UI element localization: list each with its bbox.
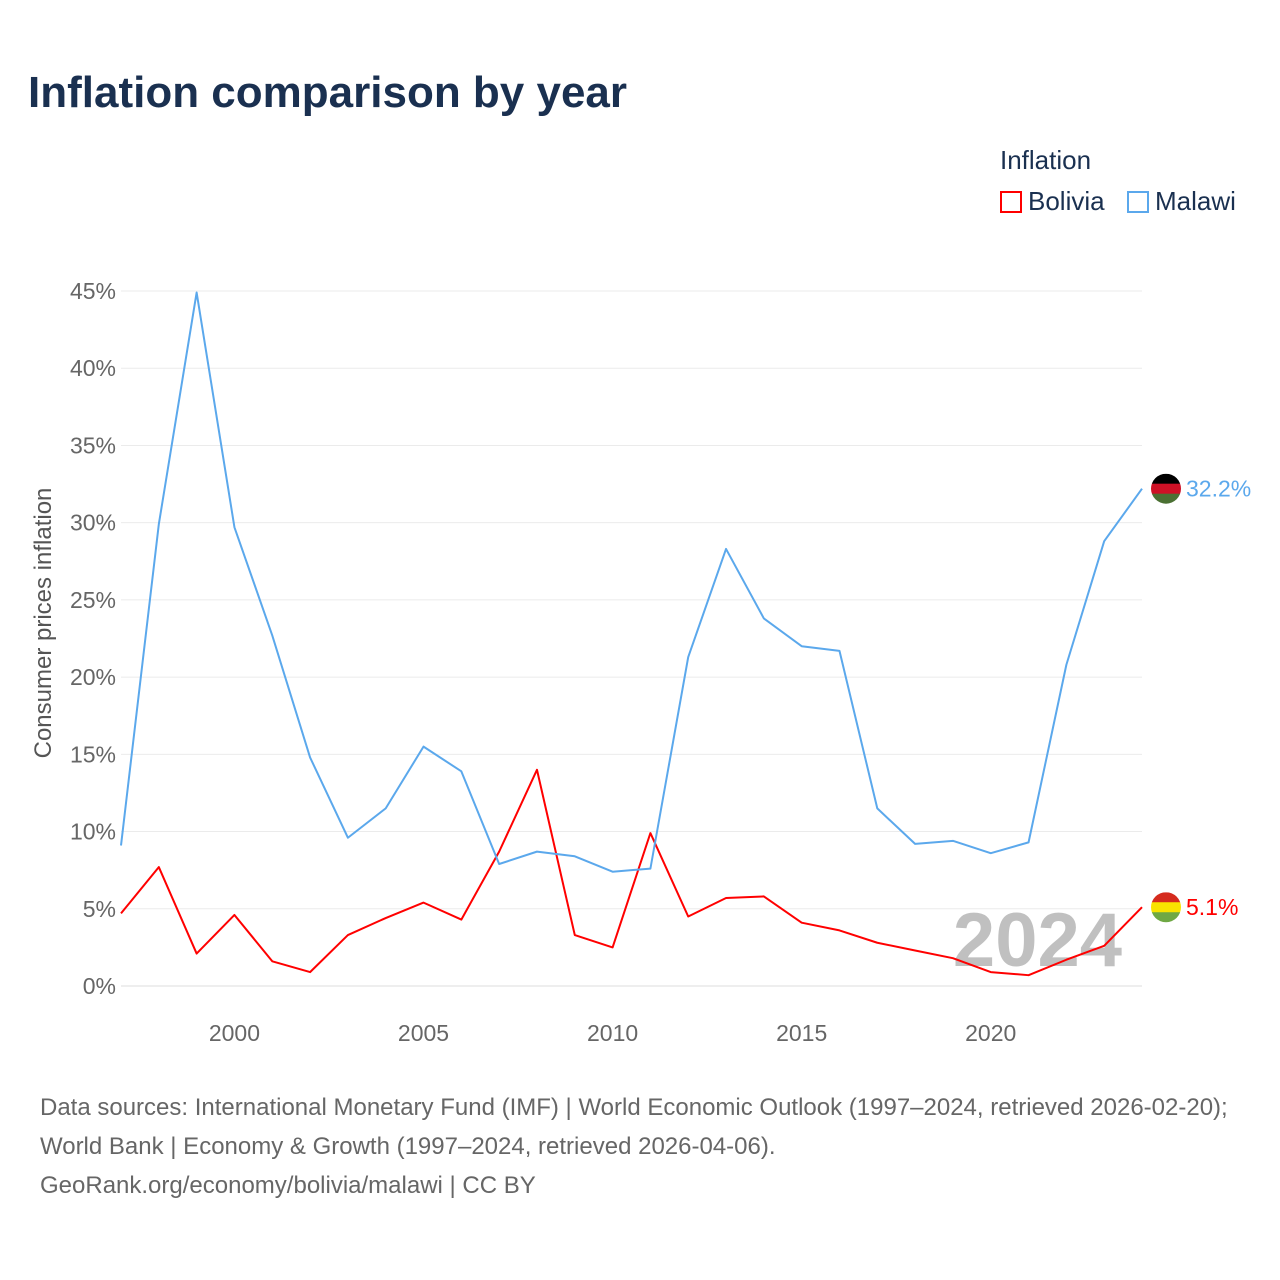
flag-icon-bolivia (1151, 892, 1181, 923)
source-note: Data sources: International Monetary Fun… (40, 1088, 1250, 1205)
flag-stripe (1151, 493, 1181, 504)
line-chart: 0% 5% 10% 15% 20% 25% 30% 35% 40% 45% 2000 2005 2010… (30, 278, 1251, 1046)
end-label-malawi: 32.2% (1186, 476, 1251, 502)
y-tick-label: 10% (70, 819, 116, 845)
y-axis-label: Consumer prices inflation (30, 488, 57, 759)
flag-stripe (1151, 892, 1181, 903)
y-tick-label: 30% (70, 510, 116, 536)
end-label-bolivia: 5.1% (1186, 894, 1238, 920)
y-tick-label: 15% (70, 741, 116, 767)
y-tick-label: 40% (70, 355, 116, 381)
legend-title: Inflation (1000, 145, 1092, 175)
year-watermark: 2024 (953, 898, 1122, 983)
chart-title: Inflation comparison by year (28, 68, 628, 117)
flag-stripe (1151, 483, 1181, 495)
legend-item-malawi[interactable]: Malawi (1127, 186, 1236, 217)
y-tick-label: 0% (83, 973, 116, 999)
x-tick-label: 2015 (776, 1020, 827, 1046)
legend-swatch-malawi (1127, 190, 1149, 213)
y-tick-label: 35% (70, 432, 116, 458)
x-tick-label: 2005 (398, 1020, 449, 1046)
flag-stripe (1151, 902, 1181, 913)
source-line-2: GeoRank.org/economy/bolivia/malawi | CC … (40, 1172, 536, 1199)
y-tick-label: 25% (70, 587, 116, 613)
flag-stripe (1151, 912, 1181, 923)
flag-stripe (1151, 473, 1181, 485)
y-tick-label: 5% (83, 896, 116, 922)
series-line-bolivia (120, 768, 1143, 977)
legend-swatch-bolivia (1000, 190, 1022, 213)
flag-icon-malawi (1151, 473, 1181, 504)
legend-label-malawi: Malawi (1155, 186, 1236, 216)
y-tick-label: 45% (70, 278, 116, 304)
x-tick-label: 2020 (965, 1020, 1016, 1046)
series-line-malawi (120, 291, 1143, 873)
source-line-1: Data sources: International Monetary Fun… (40, 1094, 1228, 1160)
legend-label-bolivia: Bolivia (1028, 186, 1105, 216)
legend-item-bolivia[interactable]: Bolivia (1000, 186, 1105, 217)
x-tick-label: 2000 (209, 1020, 260, 1046)
y-tick-label: 20% (70, 664, 116, 690)
x-tick-label: 2010 (587, 1020, 638, 1046)
